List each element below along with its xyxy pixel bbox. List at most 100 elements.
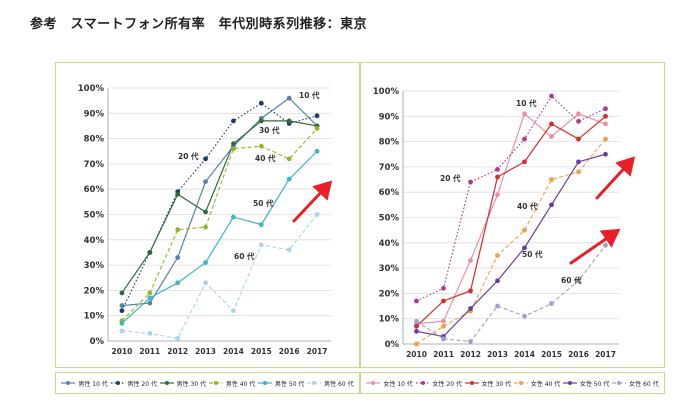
series-annotation: 10 代	[516, 98, 537, 108]
data-point	[468, 179, 473, 185]
y-tick-label: 70%	[84, 160, 105, 170]
data-point	[147, 331, 153, 336]
legend-item: 男性 10 代	[61, 379, 108, 388]
data-point	[286, 95, 292, 101]
data-point	[414, 318, 419, 324]
data-point	[203, 280, 208, 286]
data-point	[231, 118, 236, 124]
data-point	[286, 156, 292, 162]
series-line	[416, 115, 606, 327]
legend-label: 女性 30 代	[481, 380, 512, 388]
data-point	[258, 143, 264, 149]
x-tick-label: 2013	[487, 350, 508, 359]
series-annotation: 50 代	[253, 198, 274, 208]
legend-item: 男性 20 代	[110, 379, 157, 388]
data-point	[549, 301, 554, 306]
trend-arrow	[595, 156, 636, 200]
data-point	[468, 339, 473, 344]
data-point	[231, 141, 236, 147]
data-point	[468, 288, 473, 294]
series-annotation: 40 代	[517, 201, 538, 211]
data-point	[603, 113, 608, 119]
y-tick-label: 10%	[84, 312, 105, 322]
data-point	[175, 336, 181, 341]
legend-item: 女性 30 代	[464, 379, 512, 388]
data-point	[231, 308, 236, 314]
series-line	[121, 120, 318, 294]
trend-arrow	[569, 228, 621, 265]
series-line	[416, 112, 606, 325]
legend-swatch-icon	[110, 381, 125, 385]
data-point	[258, 118, 264, 124]
data-point	[603, 136, 608, 142]
legend-swatch-icon	[513, 381, 528, 385]
y-tick-label: 60%	[379, 188, 400, 198]
legend-item: 女性 10 代	[366, 379, 413, 388]
data-point	[495, 192, 500, 198]
y-tick-label: 20%	[379, 289, 400, 299]
legend-label: 女性 50 代	[579, 380, 610, 388]
data-point	[576, 136, 581, 142]
data-point	[441, 318, 446, 324]
data-point	[495, 253, 500, 258]
series-annotation: 10 代	[299, 90, 320, 100]
x-tick-label: 2012	[167, 347, 188, 356]
data-point	[414, 298, 419, 304]
legend-item: 女性 60 代	[612, 379, 659, 388]
data-point	[231, 146, 236, 152]
series-annotation: 60 代	[561, 275, 582, 285]
data-point	[603, 106, 608, 112]
data-point	[231, 214, 236, 220]
legend-label: 女性 10 代	[383, 380, 413, 388]
series-annotation: 20 代	[440, 173, 461, 183]
y-tick-label: 90%	[84, 109, 105, 119]
data-point	[314, 126, 320, 131]
data-point	[522, 245, 527, 251]
legend-label: 男性 40 代	[225, 380, 256, 388]
data-point	[119, 303, 125, 308]
x-tick-label: 2017	[307, 347, 328, 356]
y-tick-label: 90%	[379, 112, 400, 122]
data-point	[175, 191, 181, 197]
data-point	[576, 169, 581, 175]
y-tick-label: 0%	[385, 340, 400, 350]
legend-swatch-icon	[464, 381, 479, 385]
data-point	[258, 242, 264, 248]
y-tick-label: 70%	[379, 163, 400, 173]
series-line	[121, 128, 318, 322]
data-point	[175, 280, 181, 286]
legend-label: 女性 60 代	[629, 380, 659, 388]
data-point	[119, 320, 125, 326]
legend-label: 女性 40 代	[530, 380, 561, 388]
y-tick-label: 30%	[84, 261, 105, 271]
x-tick-label: 2015	[251, 347, 272, 356]
legend-label: 女性 20 代	[432, 380, 462, 388]
x-tick-label: 2011	[433, 350, 454, 359]
series-line	[416, 95, 606, 302]
legend-item: 女性 20 代	[415, 379, 462, 388]
legend-swatch-icon	[562, 381, 577, 385]
x-tick-label: 2016	[279, 347, 300, 356]
y-tick-label: 0%	[90, 337, 105, 347]
legend-swatch-icon	[366, 381, 381, 385]
data-point	[147, 250, 153, 255]
data-point	[175, 227, 181, 233]
male-chart-legend: 男性 10 代 男性 20 代 男性 30 代 男性 40 代 男性 50 代 男性 60…	[55, 372, 360, 394]
data-point	[203, 260, 208, 265]
data-point	[119, 328, 125, 334]
legend-swatch-icon	[159, 381, 174, 385]
data-point	[203, 156, 208, 162]
data-point	[603, 121, 608, 127]
legend-item: 男性 30 代	[159, 379, 206, 388]
data-point	[258, 222, 264, 228]
legend-item: 男性 50 代	[257, 379, 304, 388]
series-line	[416, 153, 606, 338]
legend-label: 男性 10 代	[78, 380, 108, 388]
data-point	[495, 167, 500, 172]
data-point	[576, 111, 581, 117]
data-point	[286, 247, 292, 253]
y-tick-label: 50%	[379, 214, 400, 224]
data-point	[441, 336, 446, 342]
data-point	[495, 303, 500, 309]
y-tick-label: 80%	[84, 135, 105, 145]
